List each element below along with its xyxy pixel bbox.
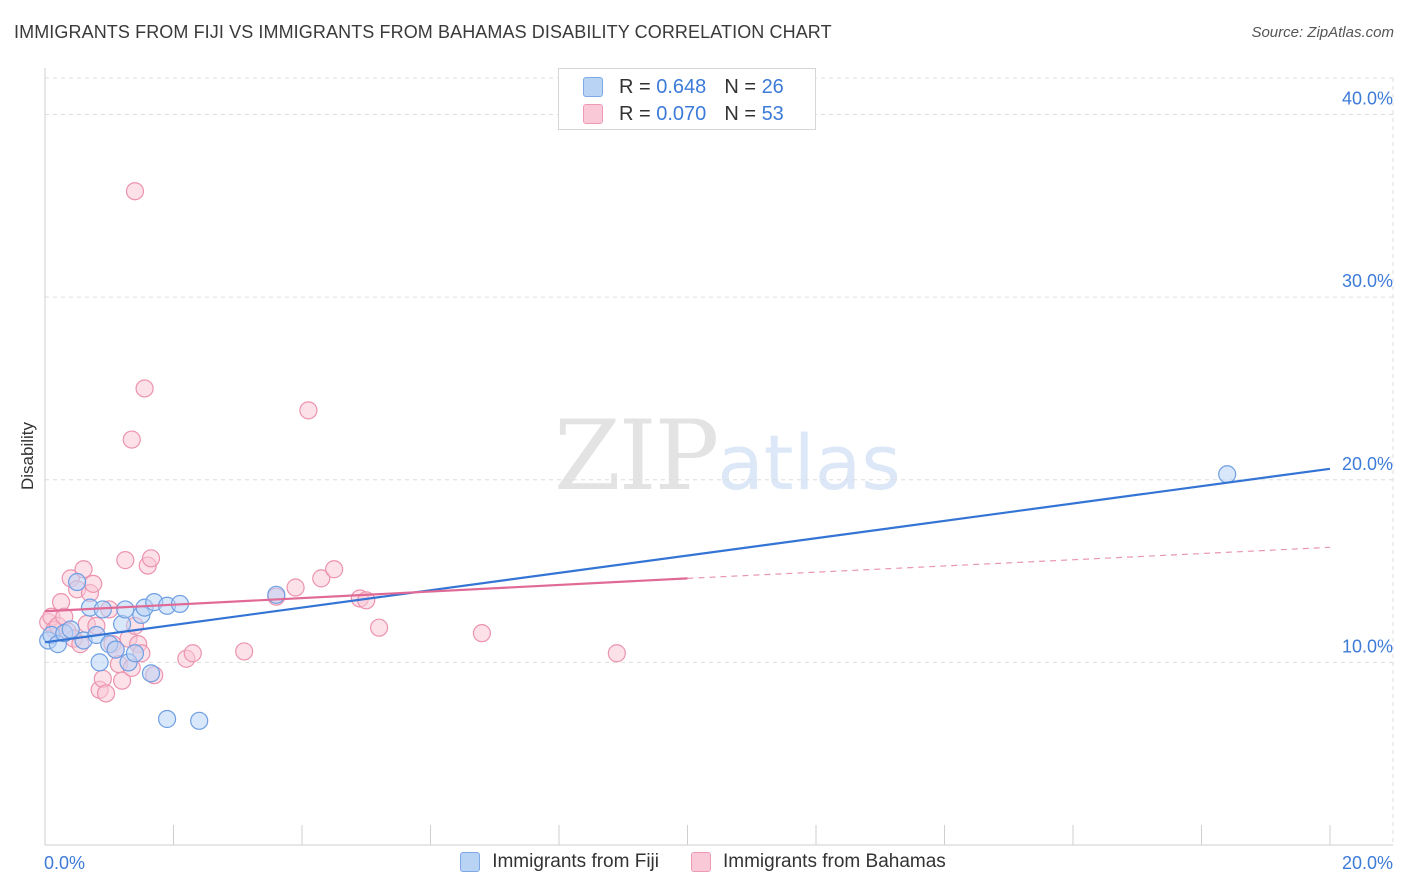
bahamas-point-48 <box>607 644 626 663</box>
fiji-n-value: 26 <box>761 75 784 98</box>
source-label: Source: ZipAtlas.com <box>1251 24 1394 41</box>
bahamas-point-14 <box>84 574 103 593</box>
y-tick-label-2: 30.0% <box>1342 271 1393 291</box>
bahamas-n-label: N = <box>724 102 756 125</box>
bahamas-point-46 <box>370 618 389 637</box>
watermark-zip: ZIP <box>554 400 719 512</box>
x-tick-label-1: 20.0% <box>1342 853 1393 873</box>
fiji-point-24 <box>190 711 209 730</box>
bahamas-r-label: R = <box>619 102 651 125</box>
stats-legend-row-fiji: R = 0.648 N = 26 <box>583 73 784 101</box>
fiji-r-label: R = <box>619 75 651 98</box>
y-tick-label-3: 40.0% <box>1342 89 1393 109</box>
bahamas-point-18 <box>96 684 116 703</box>
y-tick-label-0: 10.0% <box>1342 636 1393 656</box>
fiji-point-9 <box>90 653 109 672</box>
bahamas-r-value: 0.070 <box>656 102 707 125</box>
fiji-point-19 <box>141 664 161 683</box>
bahamas-point-37 <box>183 644 202 663</box>
fiji-point-14 <box>116 600 135 619</box>
fiji-point-16 <box>125 644 145 663</box>
bahamas-trendline <box>44 577 688 613</box>
bahamas-n-value: 53 <box>761 102 784 125</box>
fiji-point-26 <box>1218 465 1237 484</box>
fiji-point-12 <box>106 640 125 659</box>
fiji-r-value: 0.648 <box>656 75 707 98</box>
y-tick-label-1: 20.0% <box>1342 454 1393 474</box>
bahamas-point-24 <box>116 551 135 570</box>
y-axis-title: Disability <box>18 421 37 491</box>
fiji-swatch <box>583 77 603 97</box>
stats-legend-row-bahamas: R = 0.070 N = 53 <box>583 100 784 128</box>
fiji-trendline <box>44 467 1331 644</box>
legend-bahamas-swatch <box>691 852 711 872</box>
fiji-n-label: N = <box>724 75 756 98</box>
bahamas-point-40 <box>286 578 305 597</box>
fiji-point-5 <box>68 572 87 592</box>
bahamas-point-32 <box>141 549 161 568</box>
bahamas-point-43 <box>325 560 344 579</box>
chart-title: IMMIGRANTS FROM FIJI VS IMMIGRANTS FROM … <box>14 22 832 42</box>
bahamas-point-41 <box>299 401 318 420</box>
series-legend: Immigrants from Fiji Immigrants from Bah… <box>0 851 1406 873</box>
legend-item-bahamas[interactable]: Immigrants from Bahamas <box>691 851 946 873</box>
bahamas-point-42 <box>312 569 331 588</box>
bahamas-point-23 <box>112 671 132 690</box>
watermark: ZIPatlas <box>554 400 901 512</box>
bahamas-swatch <box>583 104 603 124</box>
watermark-atlas: atlas <box>717 418 901 507</box>
bahamas-point-30 <box>135 379 154 398</box>
legend-fiji-label: Immigrants from Fiji <box>492 851 659 872</box>
stats-legend: R = 0.648 N = 26 R = 0.070 N = 53 <box>558 68 816 130</box>
legend-item-fiji[interactable]: Immigrants from Fiji <box>460 851 659 873</box>
fiji-point-23 <box>157 709 177 729</box>
bahamas-point-38 <box>235 642 254 661</box>
bahamas-point-34 <box>125 182 145 201</box>
legend-bahamas-label: Immigrants from Bahamas <box>723 851 946 872</box>
legend-fiji-swatch <box>460 852 481 872</box>
x-tick-label-0: 0.0% <box>44 853 85 873</box>
bahamas-point-47 <box>472 624 491 643</box>
bahamas-trendline-extension <box>687 546 1331 579</box>
bahamas-point-35 <box>122 430 141 449</box>
